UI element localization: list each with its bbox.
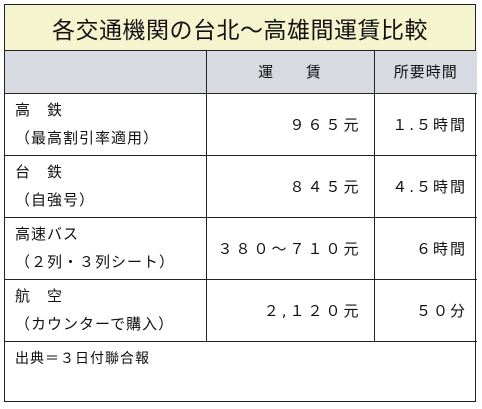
time-cell: ５０分 bbox=[373, 278, 477, 342]
header-fare: 運 賃 bbox=[205, 51, 375, 94]
header-row: 運 賃 所要時間 bbox=[5, 51, 477, 94]
mode-cell: 高 鉄 （最高割引率適用） bbox=[5, 92, 207, 156]
source-row: 出典＝３日付聯合報 bbox=[5, 340, 477, 375]
fare-cell: ２,１２０元 bbox=[205, 278, 375, 342]
time-cell: １.５時間 bbox=[373, 92, 477, 156]
time-cell: ４.５時間 bbox=[373, 154, 477, 218]
table-row: 高 鉄 （最高割引率適用） ９６５元 １.５時間 bbox=[5, 92, 477, 156]
mode-name: 航 空 bbox=[15, 287, 64, 305]
fare-comparison-table: 運 賃 所要時間 高 鉄 （最高割引率適用） ９６５元 １.５時間 台 鉄 （自… bbox=[5, 51, 477, 375]
mode-cell: 高速バス （２列・３列シート） bbox=[5, 216, 207, 280]
fare-cell: ９６５元 bbox=[205, 92, 375, 156]
header-mode bbox=[5, 51, 207, 94]
mode-name: 台 鉄 bbox=[15, 163, 64, 181]
mode-name: 高速バス bbox=[15, 225, 80, 243]
fare-cell: ３８０〜７１０元 bbox=[205, 216, 375, 280]
source-note: 出典＝３日付聯合報 bbox=[5, 340, 477, 375]
table-row: 台 鉄 （自強号） ８４５元 ４.５時間 bbox=[5, 154, 477, 218]
mode-note: （２列・３列シート） bbox=[15, 253, 176, 271]
mode-note: （カウンターで購入） bbox=[15, 315, 175, 333]
table-title: 各交通機関の台北〜高雄間運賃比較 bbox=[5, 5, 475, 51]
header-time: 所要時間 bbox=[373, 51, 477, 94]
fare-comparison-table-frame: 各交通機関の台北〜高雄間運賃比較 運 賃 所要時間 高 鉄 （最高割引率適用） … bbox=[4, 4, 477, 402]
mode-cell: 台 鉄 （自強号） bbox=[5, 154, 207, 218]
mode-note: （自強号） bbox=[15, 191, 96, 209]
mode-name: 高 鉄 bbox=[15, 101, 64, 119]
mode-note: （最高割引率適用） bbox=[15, 129, 160, 147]
time-cell: ６時間 bbox=[373, 216, 477, 280]
fare-cell: ８４５元 bbox=[205, 154, 375, 218]
table-row: 航 空 （カウンターで購入） ２,１２０元 ５０分 bbox=[5, 278, 477, 342]
table-row: 高速バス （２列・３列シート） ３８０〜７１０元 ６時間 bbox=[5, 216, 477, 280]
mode-cell: 航 空 （カウンターで購入） bbox=[5, 278, 207, 342]
